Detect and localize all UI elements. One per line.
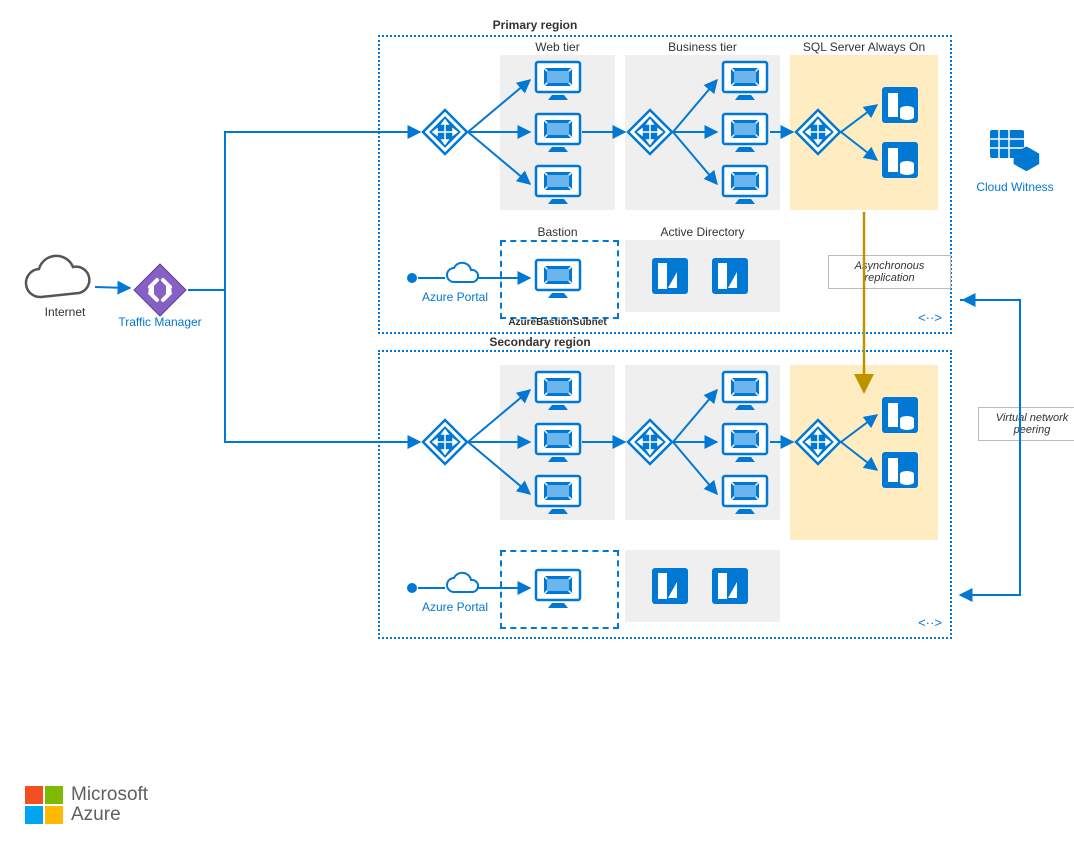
vm-icon bbox=[536, 114, 580, 152]
load-balancer-icon bbox=[423, 420, 467, 464]
internet-icon bbox=[26, 256, 89, 297]
database-icon bbox=[882, 397, 918, 433]
vm-icon bbox=[723, 114, 767, 152]
vnet-badge-icon: <··> bbox=[918, 310, 942, 325]
cloud-icon bbox=[447, 263, 478, 282]
load-balancer-icon bbox=[796, 110, 840, 154]
vm-icon bbox=[723, 166, 767, 204]
svg-text:<··>: <··> bbox=[918, 615, 942, 630]
load-balancer-icon bbox=[423, 110, 467, 154]
microsoft-azure-logo: Microsoft Azure bbox=[25, 785, 148, 825]
ad-server-icon bbox=[652, 568, 688, 604]
ad-server-icon bbox=[712, 568, 748, 604]
vm-icon bbox=[723, 372, 767, 410]
vm-icon bbox=[536, 260, 580, 298]
brand-line2: Azure bbox=[71, 805, 148, 825]
vm-icon bbox=[723, 424, 767, 462]
vm-icon bbox=[536, 166, 580, 204]
ad-server-icon bbox=[652, 258, 688, 294]
database-icon bbox=[882, 142, 918, 178]
database-icon bbox=[882, 87, 918, 123]
cloud-icon bbox=[447, 573, 478, 592]
vm-icon bbox=[723, 62, 767, 100]
database-icon bbox=[882, 452, 918, 488]
vm-icon bbox=[536, 372, 580, 410]
load-balancer-icon bbox=[796, 420, 840, 464]
brand-line1: Microsoft bbox=[71, 785, 148, 805]
vm-icon bbox=[536, 62, 580, 100]
svg-text:<··>: <··> bbox=[918, 310, 942, 325]
traffic-manager-icon bbox=[134, 264, 186, 316]
vm-icon bbox=[536, 570, 580, 608]
cloud-witness-icon bbox=[990, 130, 1039, 171]
vm-icon bbox=[723, 476, 767, 514]
load-balancer-icon bbox=[628, 420, 672, 464]
load-balancer-icon bbox=[628, 110, 672, 154]
ad-server-icon bbox=[712, 258, 748, 294]
vm-icon bbox=[536, 476, 580, 514]
microsoft-logo-icon bbox=[25, 786, 63, 824]
diagram-svg: <··> <··> bbox=[0, 0, 1074, 844]
vm-icon bbox=[536, 424, 580, 462]
vnet-badge-icon: <··> bbox=[918, 615, 942, 630]
